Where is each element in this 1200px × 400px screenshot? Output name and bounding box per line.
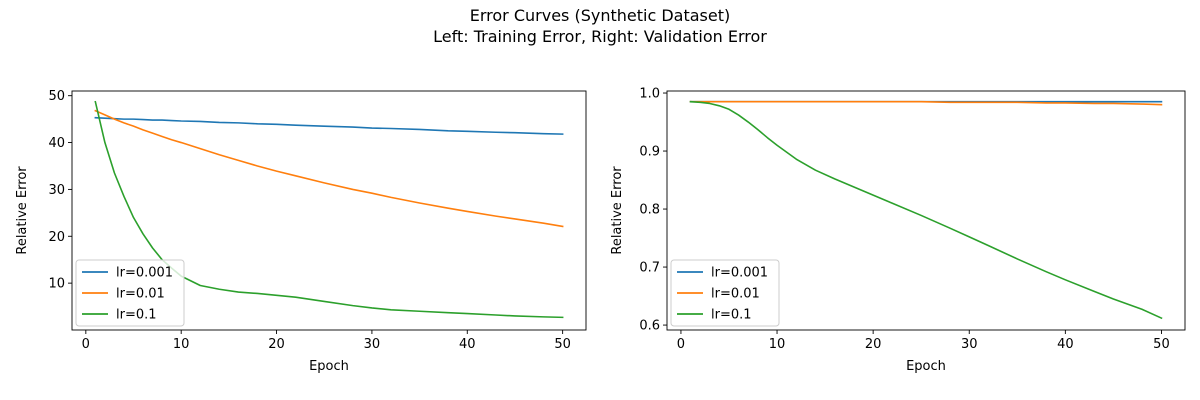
y-tick-label: 0.6	[639, 319, 660, 334]
x-tick-label: 10	[769, 337, 786, 352]
y-tick-label: 0.7	[639, 261, 660, 276]
x-tick-label: 30	[364, 337, 381, 352]
y-tick-label: 40	[48, 136, 65, 151]
legend-box	[75, 259, 185, 327]
y-tick-label: 10	[48, 277, 65, 292]
x-axis-label: Epoch	[906, 359, 946, 374]
series-line-2	[689, 100, 1163, 106]
x-tick-label: 0	[82, 337, 90, 352]
y-tick-label: 0.8	[639, 203, 660, 218]
x-tick-label: 10	[173, 337, 190, 352]
series-line-2	[94, 109, 564, 228]
x-tick-label: 40	[459, 337, 476, 352]
y-axis-label: Relative Error	[610, 166, 625, 255]
y-tick-label: 30	[48, 183, 65, 198]
legend: lr=0.001 lr=0.01 lr=0.1	[75, 259, 185, 327]
legend-box	[670, 259, 780, 327]
chart-panel-1: 0 10 20 30 40 50 10 20 30 40 50 Epoch Relative Error…	[15, 89, 587, 374]
y-tick-label: 0.9	[639, 145, 660, 160]
legend-label: lr=0.01	[116, 287, 165, 302]
x-axis-label: Epoch	[309, 359, 349, 374]
legend-label: lr=0.01	[711, 287, 760, 302]
x-tick-label: 0	[677, 337, 685, 352]
plot-frame	[71, 90, 587, 331]
y-tick-label: 1.0	[639, 87, 660, 102]
legend: lr=0.001 lr=0.01 lr=0.1	[670, 259, 780, 327]
legend-label: lr=0.001	[116, 266, 173, 281]
x-tick-label: 30	[961, 337, 978, 352]
series-line-3	[94, 100, 564, 319]
x-tick-label: 50	[1153, 337, 1170, 352]
x-tick-label: 40	[1057, 337, 1074, 352]
plot-frame	[666, 90, 1186, 331]
figure-title-line2: Left: Training Error, Right: Validation …	[433, 27, 767, 46]
series-line-3	[689, 100, 1163, 320]
y-tick-label: 50	[48, 89, 65, 104]
x-tick-label: 20	[865, 337, 882, 352]
figure-title-line1: Error Curves (Synthetic Dataset)	[469, 6, 731, 25]
legend-label: lr=0.1	[711, 308, 752, 323]
x-tick-label: 50	[554, 337, 571, 352]
legend-label: lr=0.1	[116, 308, 157, 323]
legend-label: lr=0.001	[711, 266, 768, 281]
y-tick-label: 20	[48, 230, 65, 245]
x-tick-label: 20	[268, 337, 285, 352]
y-axis-label: Relative Error	[15, 166, 30, 255]
series-line-1	[94, 116, 564, 135]
chart-panel-2: 0 10 20 30 40 50 0.6 0.7 0.8 0.9 1.0 Epoch Relative …	[610, 87, 1186, 374]
